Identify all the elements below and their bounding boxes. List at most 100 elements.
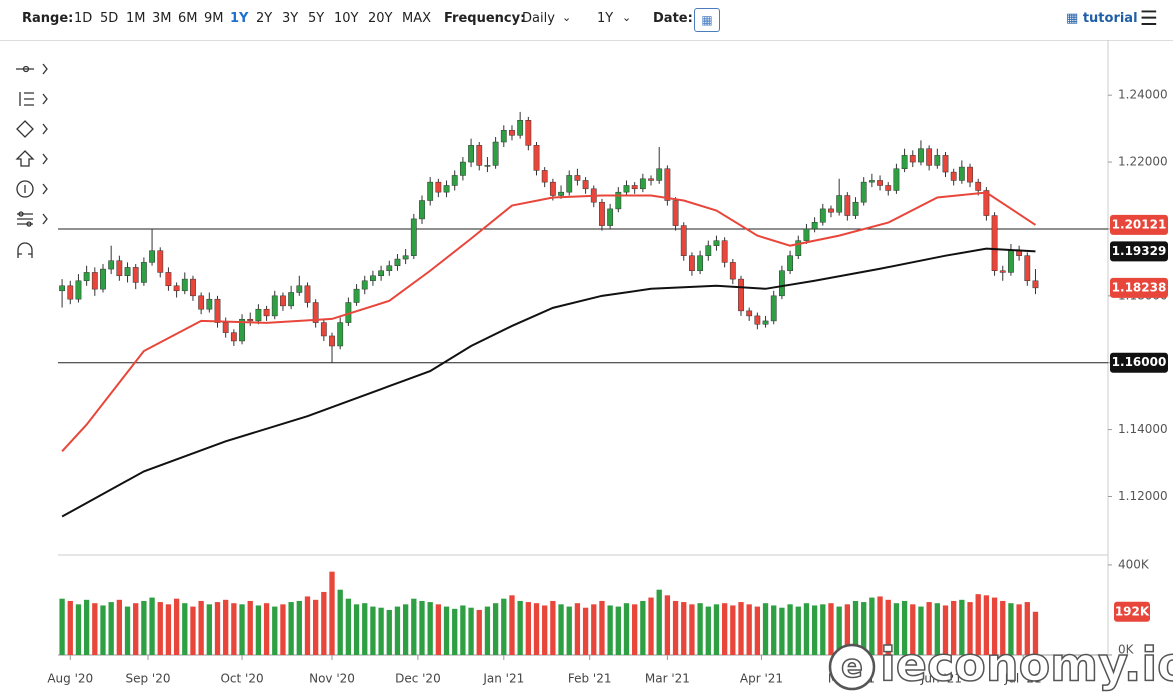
- y-tick-label: 1.12000: [1118, 489, 1168, 503]
- candle-body: [533, 145, 540, 171]
- x-tick-label: Sep '20: [125, 672, 170, 686]
- volume-bar: [468, 607, 474, 655]
- volume-bar: [983, 595, 990, 655]
- tool-fib[interactable]: [19, 92, 48, 106]
- candle-body: [296, 285, 303, 293]
- volume-bar: [615, 606, 621, 655]
- x-tick-label: Aug '20: [47, 672, 93, 686]
- range-button[interactable]: 6M: [178, 11, 198, 26]
- candle-body: [721, 240, 728, 263]
- volume-bar: [828, 603, 834, 655]
- volume-bar: [296, 600, 302, 655]
- calendar-button[interactable]: ▦: [694, 8, 720, 32]
- volume-bar: [795, 606, 801, 655]
- volume-bar: [402, 604, 409, 655]
- volume-bar: [861, 602, 867, 655]
- candle-body: [549, 181, 556, 196]
- film-icon: ▦: [1066, 11, 1079, 26]
- candle-body: [288, 292, 295, 307]
- volume-bar: [460, 605, 466, 655]
- candle-body: [140, 262, 147, 283]
- candle-body: [680, 225, 687, 256]
- volume-bar: [67, 600, 73, 655]
- tutorial-link[interactable]: ▦ tutorial: [1066, 11, 1138, 26]
- volume-bar: [157, 602, 163, 655]
- tool-magnet[interactable]: [17, 242, 33, 258]
- volume-bar: [607, 605, 613, 655]
- volume-bar: [967, 602, 973, 655]
- volume-bar: [811, 605, 818, 655]
- volume-bar: [558, 604, 564, 655]
- candle-body: [320, 322, 327, 337]
- candle-body: [361, 280, 368, 290]
- candle-body: [410, 218, 417, 256]
- range-button[interactable]: 1D: [74, 11, 93, 26]
- volume-bar: [492, 603, 499, 655]
- volume-bar: [1016, 604, 1022, 655]
- volume-bar: [108, 602, 114, 655]
- volume-bar: [623, 603, 630, 655]
- volume-bar: [141, 600, 147, 655]
- candle-body: [582, 180, 589, 190]
- volume-bar: [836, 606, 842, 655]
- candle-body: [329, 335, 335, 347]
- range-button[interactable]: 3Y: [282, 11, 299, 26]
- price-tag: [1110, 214, 1168, 235]
- candle-body: [59, 285, 65, 292]
- volume-bar: [75, 604, 82, 655]
- tool-arrow[interactable]: [15, 150, 48, 167]
- volume-bar: [525, 602, 531, 655]
- volume-bar: [288, 602, 294, 655]
- candle-body: [280, 295, 286, 307]
- x-tick-label: Dec '20: [395, 672, 441, 686]
- volume-bar: [231, 603, 237, 655]
- volume-bar: [689, 604, 695, 655]
- range-button[interactable]: 10Y: [334, 11, 359, 26]
- volume-bar: [509, 595, 515, 655]
- watermark-text: ieconomy.io: [880, 638, 1173, 692]
- volume-bar: [92, 603, 98, 655]
- price-tag: [1110, 352, 1168, 373]
- tool-shape[interactable]: [16, 120, 48, 138]
- menu-button[interactable]: ☰: [1140, 6, 1158, 30]
- range-button[interactable]: 2Y: [256, 11, 273, 26]
- range-button[interactable]: 1Y: [230, 11, 249, 26]
- frequency-select[interactable]: Daily: [522, 11, 555, 26]
- candle-body: [386, 265, 393, 271]
- volume-bar: [206, 604, 212, 655]
- x-tick-label: Mar '21: [645, 672, 690, 686]
- range-button[interactable]: 20Y: [368, 11, 393, 26]
- price-tag: [1110, 241, 1168, 262]
- volume-bar: [198, 600, 204, 655]
- candle-body: [1008, 250, 1014, 273]
- candle-body: [615, 191, 622, 210]
- period-select[interactable]: 1Y: [597, 11, 614, 26]
- range-button[interactable]: 5D: [100, 11, 119, 26]
- volume-bar: [452, 608, 458, 655]
- candle-body: [108, 260, 115, 270]
- volume-bar: [893, 603, 900, 655]
- volume-bar: [738, 602, 744, 655]
- volume-bar: [321, 591, 327, 655]
- volume-bar: [517, 600, 523, 655]
- candle-body: [476, 145, 483, 166]
- tool-line[interactable]: [16, 63, 48, 75]
- range-button[interactable]: 9M: [204, 11, 224, 26]
- candle-body: [868, 180, 875, 183]
- volume-bar: [550, 600, 556, 655]
- volume-bar: [844, 604, 850, 655]
- candle-body: [950, 171, 957, 181]
- volume-bar: [779, 607, 785, 655]
- range-button[interactable]: 5Y: [308, 11, 325, 26]
- tool-measure[interactable]: [17, 211, 48, 227]
- range-button[interactable]: 3M: [152, 11, 172, 26]
- candle-body: [656, 168, 663, 181]
- range-button[interactable]: MAX: [402, 11, 432, 26]
- volume-bar: [664, 595, 671, 655]
- range-label: Range:: [22, 11, 74, 26]
- candle-body: [746, 310, 753, 317]
- candle-body: [157, 250, 164, 273]
- range-button[interactable]: 1M: [126, 11, 146, 26]
- tool-label[interactable]: [16, 180, 48, 198]
